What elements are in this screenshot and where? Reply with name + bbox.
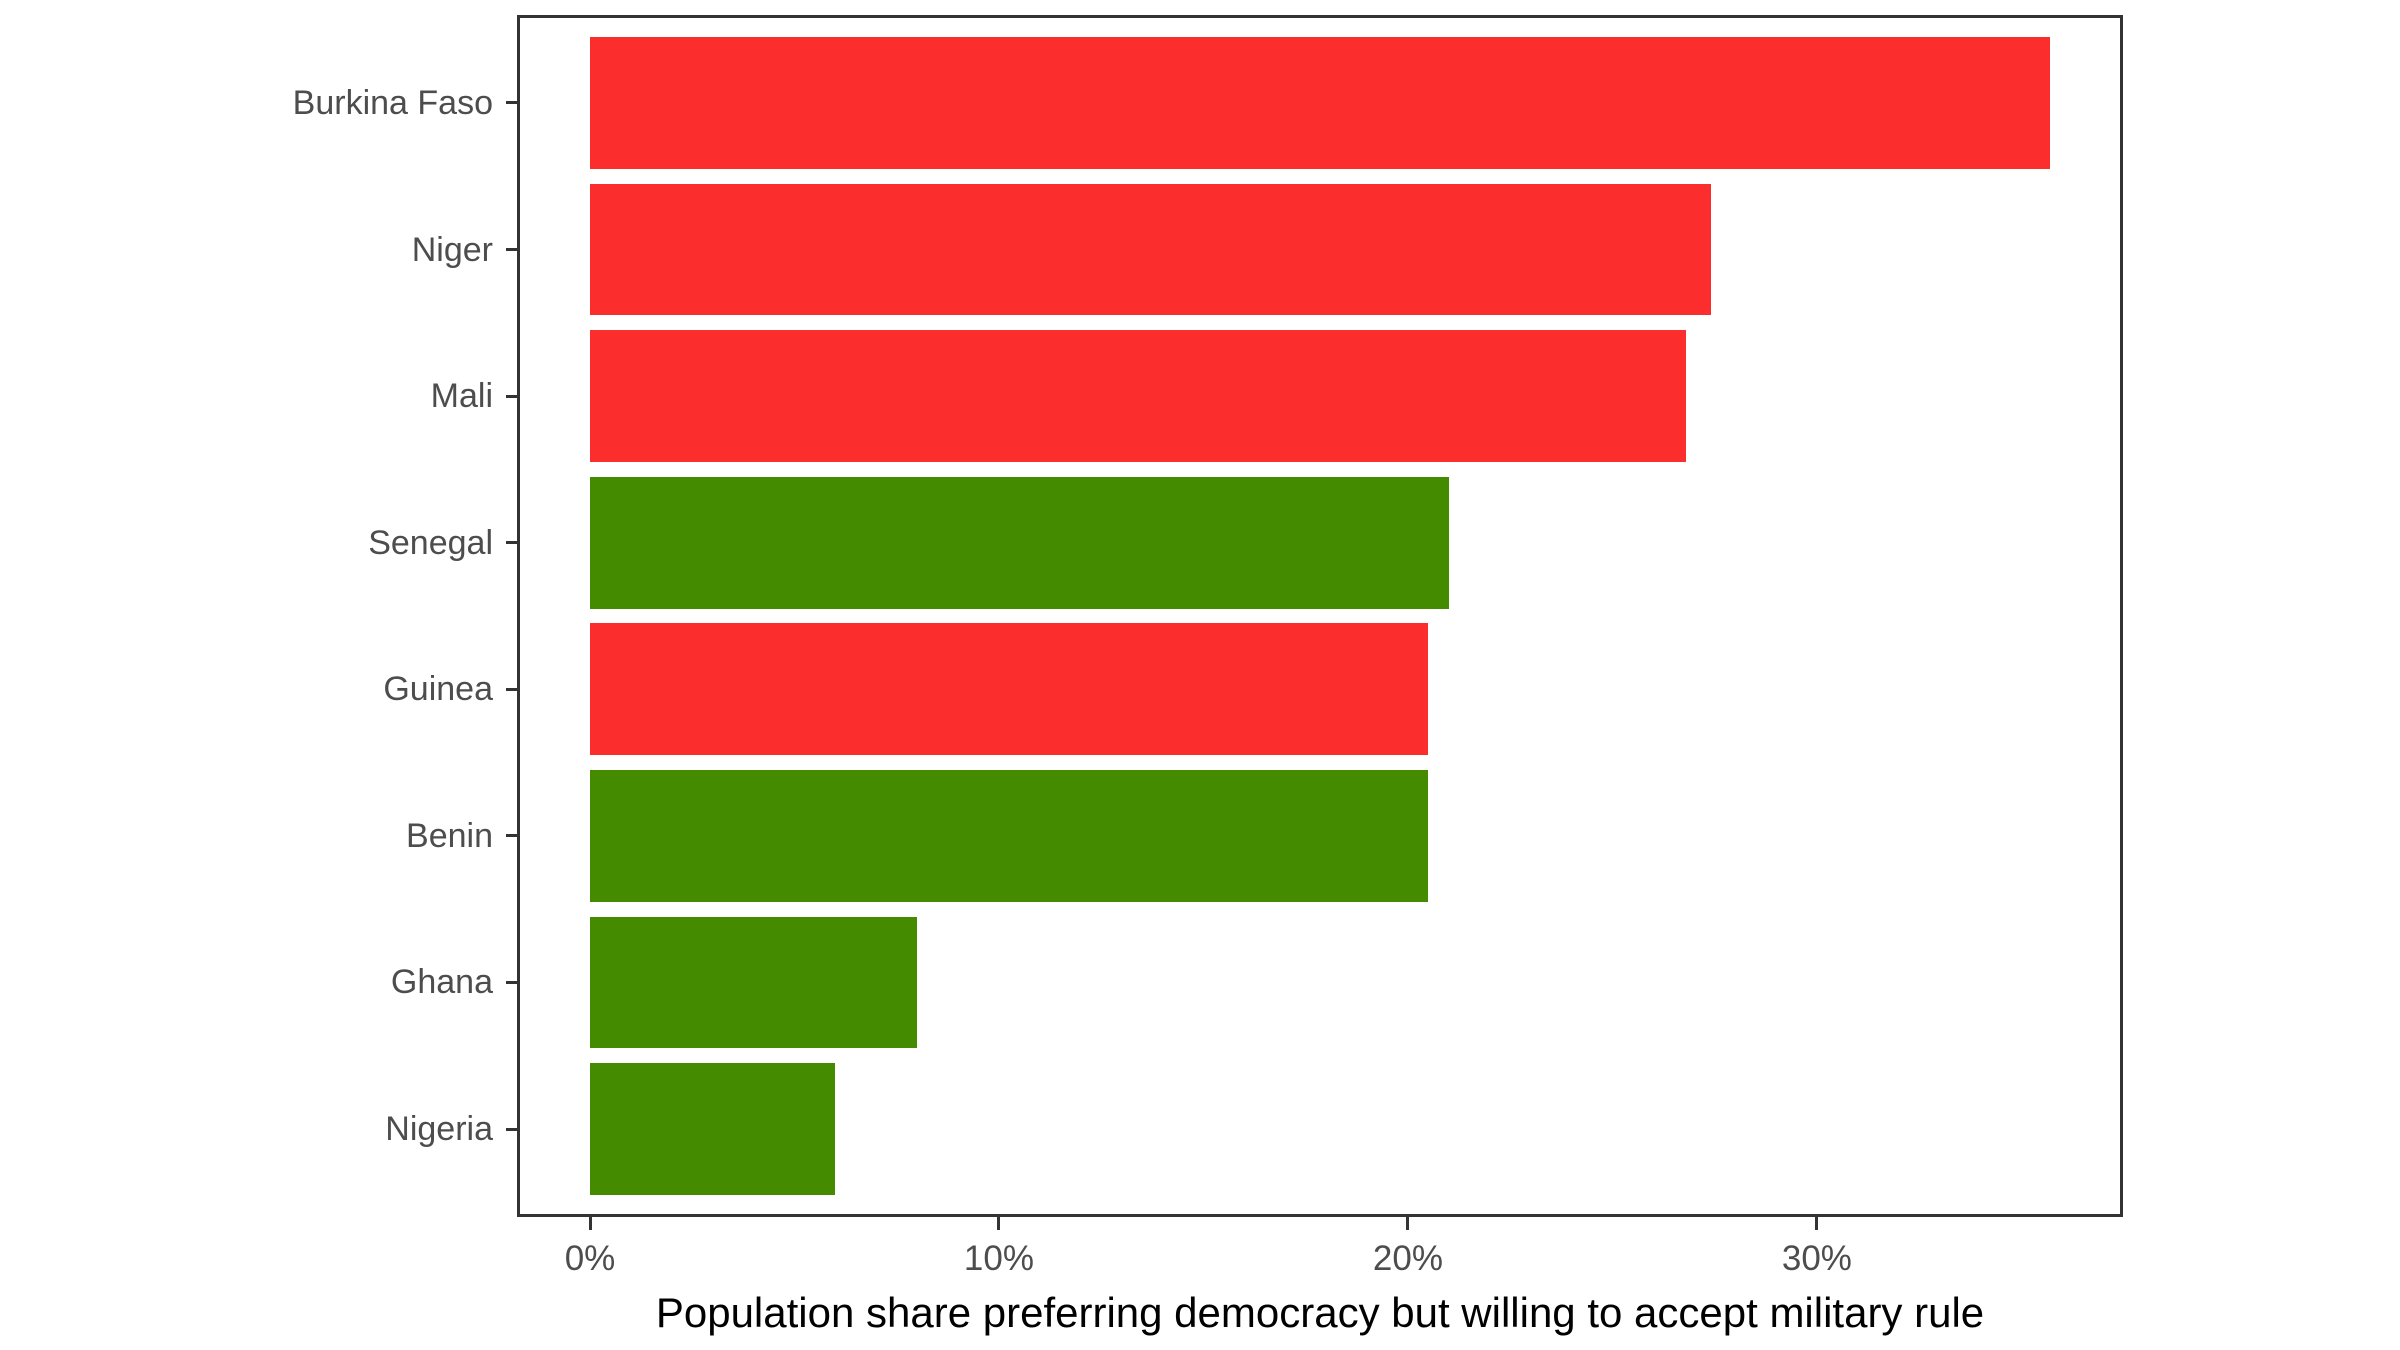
y-axis-tick <box>506 541 517 545</box>
y-axis-label-niger: Niger <box>411 230 493 269</box>
bar-senegal <box>590 476 1449 609</box>
y-axis-tick <box>506 980 517 984</box>
y-axis-label-ghana: Ghana <box>390 963 493 1002</box>
y-axis-tick <box>506 394 517 398</box>
y-axis-tick <box>506 687 517 691</box>
y-axis-label-nigeria: Nigeria <box>385 1110 493 1149</box>
x-axis-title: Population share preferring democracy bu… <box>655 1289 1985 1336</box>
x-axis-tick-label: 20% <box>1372 1239 1443 1278</box>
x-axis-tick <box>1406 1217 1410 1230</box>
y-axis-tick <box>506 248 517 252</box>
y-axis-label-benin: Benin <box>406 816 493 855</box>
y-axis-label-guinea: Guinea <box>383 670 493 709</box>
y-axis-tick <box>506 834 517 838</box>
x-axis-tick <box>1815 1217 1819 1230</box>
bar-niger <box>590 183 1711 316</box>
y-axis-label-senegal: Senegal <box>368 523 493 562</box>
x-axis-tick-label: 0% <box>564 1239 616 1278</box>
y-axis-tick <box>506 101 517 105</box>
y-axis-tick <box>506 1127 517 1131</box>
y-axis-label-mali: Mali <box>430 377 493 416</box>
bar-guinea <box>590 623 1429 756</box>
x-axis-tick-label: 10% <box>963 1239 1034 1278</box>
bar-benin <box>590 769 1429 902</box>
bar-mali <box>590 330 1687 463</box>
x-axis-tick <box>997 1217 1001 1230</box>
bar-burkina-faso <box>590 36 2050 169</box>
x-axis-tick <box>588 1217 592 1230</box>
x-axis-tick-label: 30% <box>1781 1239 1852 1278</box>
bar-ghana <box>590 916 918 1049</box>
bar-nigeria <box>590 1063 836 1195</box>
y-axis-label-burkina-faso: Burkina Faso <box>292 83 493 122</box>
